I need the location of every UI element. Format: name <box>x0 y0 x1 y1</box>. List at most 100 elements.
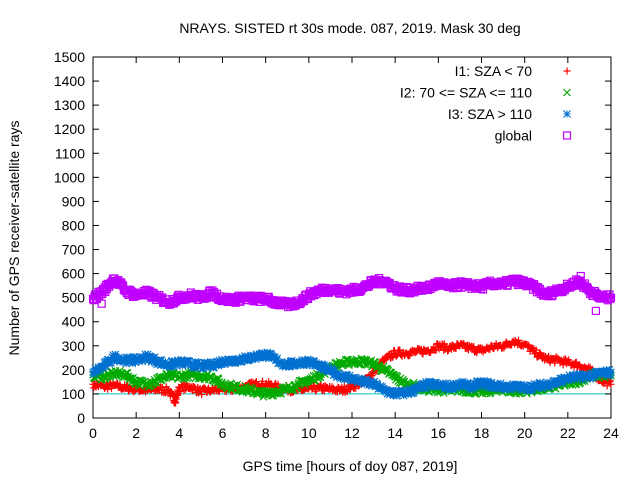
y-tick-label: 1400 <box>54 73 85 89</box>
legend-label: I2: 70 <= SZA <= 110 <box>400 85 532 101</box>
data-point-interp <box>486 345 494 353</box>
data-point-outlier <box>576 271 585 281</box>
chart-title: NRAYS. SISTED rt 30s mode. 087, 2019. Ma… <box>179 20 520 36</box>
y-tick-label: 0 <box>77 410 85 426</box>
data-point-interp <box>421 384 430 393</box>
data-point-interp <box>215 356 224 365</box>
data-point-interp <box>258 349 267 357</box>
data-point-interp <box>470 383 479 392</box>
data-point-interp <box>285 362 294 371</box>
data-point-interp <box>219 357 228 366</box>
series-global <box>88 273 616 312</box>
x-tick-label: 4 <box>175 425 183 441</box>
data-point-interp <box>449 385 458 393</box>
x-axis-label: GPS time [hours of doy 087, 2019] <box>243 458 458 474</box>
x-tick-label: 20 <box>517 425 533 441</box>
x-tick-label: 14 <box>387 425 403 441</box>
data-point-interp <box>237 357 246 366</box>
y-tick-label: 400 <box>62 314 86 330</box>
data-point-interp <box>324 362 332 371</box>
y-tick-label: 1200 <box>54 121 85 137</box>
data-point-interp <box>316 365 325 374</box>
data-point-interp <box>150 353 159 362</box>
data-point-interp <box>180 387 188 395</box>
data-point-interp <box>340 375 349 384</box>
data-point-interp <box>389 353 397 361</box>
data-point-interp <box>116 357 124 366</box>
y-tick-label: 1300 <box>54 97 85 113</box>
y-tick-label: 300 <box>62 338 86 354</box>
data-point-interp <box>311 361 319 370</box>
data-point-interp <box>474 378 483 386</box>
data-point-interp <box>335 372 344 381</box>
data-point-interp <box>259 392 268 401</box>
data-point-interp <box>442 379 450 388</box>
data-point-interp <box>409 388 418 396</box>
y-tick-label: 1500 <box>54 49 85 65</box>
data-point-interp <box>435 383 444 391</box>
x-tick-label: 10 <box>301 425 317 441</box>
data-point-interp <box>528 386 537 395</box>
data-point-interp <box>252 379 260 387</box>
data-point-interp <box>324 367 333 376</box>
data-point-interp <box>158 383 166 391</box>
data-point-interp <box>439 341 447 349</box>
legend-marker-cross <box>563 88 571 97</box>
data-point-interp <box>428 383 437 392</box>
data-point-interp <box>382 356 390 364</box>
data-point-interp <box>273 354 282 363</box>
x-tick-label: 16 <box>431 425 447 441</box>
data-point-interp <box>603 296 613 305</box>
data-point-interp <box>197 360 206 368</box>
data-point-interp <box>127 357 136 366</box>
data-point-interp <box>473 349 481 357</box>
data-point-interp <box>382 386 391 394</box>
data-point-interp <box>293 383 302 392</box>
data-point-interp <box>578 376 587 384</box>
y-tick-label: 100 <box>62 386 86 402</box>
data-point-interp <box>331 366 339 375</box>
data-point-interp <box>545 382 554 391</box>
data-point-interp <box>346 385 354 393</box>
data-point-interp <box>140 355 149 363</box>
y-axis-ticks: 0 100 200 300 400 500 600 700 800 900 1000 1100 1200… <box>54 49 611 426</box>
data-point-interp <box>505 381 514 389</box>
x-tick-label: 22 <box>560 425 576 441</box>
data-point-interp <box>606 294 615 304</box>
data-point-interp <box>199 364 208 373</box>
data-point-interp <box>157 356 166 365</box>
data-point-interp <box>452 383 460 392</box>
data-point-interp <box>346 375 355 383</box>
data-point-interp <box>606 370 615 379</box>
data-point-interp <box>440 385 449 393</box>
data-point-interp <box>271 353 279 362</box>
data-point-interp <box>468 382 477 391</box>
x-tick-label: 0 <box>89 425 97 441</box>
data-point-interp <box>96 366 104 374</box>
legend-marker-star <box>563 110 571 118</box>
data-point-interp <box>321 362 330 371</box>
data-point-interp <box>513 380 522 389</box>
data-point-interp <box>128 359 137 368</box>
data-point-interp <box>122 359 131 368</box>
y-tick-label: 200 <box>62 362 86 378</box>
data-point-interp <box>373 380 382 389</box>
data-point-interp <box>526 381 535 389</box>
legend-marker-plus <box>563 67 571 75</box>
data-point-interp <box>161 358 170 366</box>
data-point-interp <box>109 351 117 360</box>
data-point-interp <box>195 386 203 394</box>
data-point-interp <box>583 373 591 382</box>
data-point-interp <box>517 380 526 389</box>
data-point-interp <box>586 374 595 383</box>
data-point-interp <box>555 378 564 387</box>
x-tick-label: 12 <box>344 425 360 441</box>
data-point-interp <box>530 382 538 390</box>
legend-label: I3: SZA > 110 <box>448 106 532 122</box>
data-point-interp <box>195 389 203 397</box>
data-point-interp <box>410 386 419 395</box>
data-point-interp <box>104 385 112 393</box>
data-point-interp <box>396 346 404 354</box>
data-point-interp <box>255 353 264 362</box>
